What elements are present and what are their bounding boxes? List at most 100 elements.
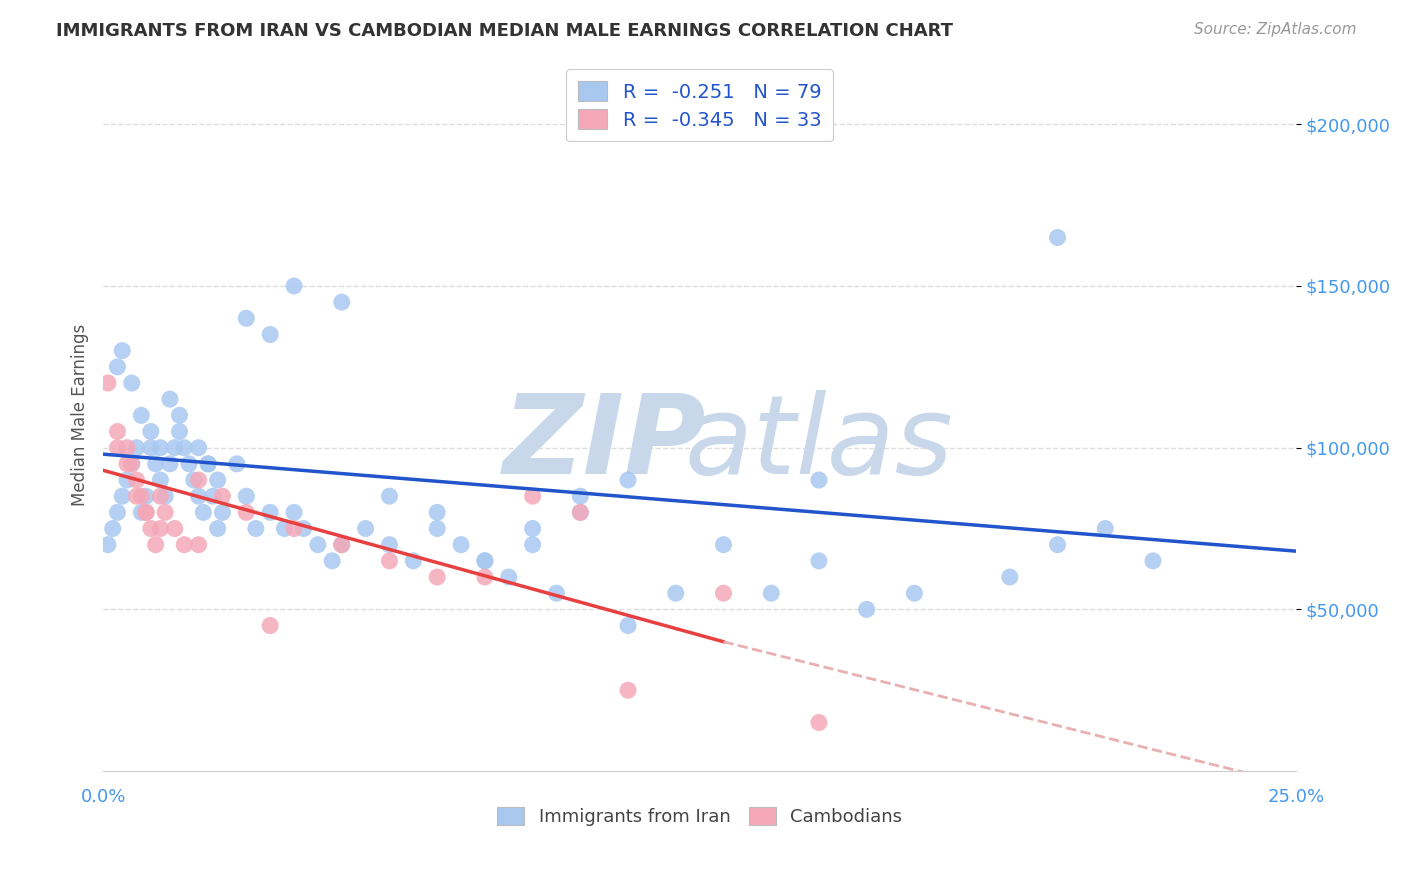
- Point: [139, 441, 162, 455]
- Point: [131, 409, 153, 423]
- Point: [125, 441, 148, 455]
- Point: [807, 473, 830, 487]
- Point: [292, 522, 315, 536]
- Point: [97, 376, 120, 390]
- Point: [713, 586, 735, 600]
- Point: [330, 538, 353, 552]
- Point: [498, 570, 520, 584]
- Point: [426, 570, 449, 584]
- Point: [125, 473, 148, 487]
- Point: [169, 409, 191, 423]
- Point: [111, 489, 134, 503]
- Point: [1142, 554, 1164, 568]
- Text: Source: ZipAtlas.com: Source: ZipAtlas.com: [1194, 22, 1357, 37]
- Point: [713, 538, 735, 552]
- Point: [177, 457, 200, 471]
- Point: [354, 522, 377, 536]
- Point: [617, 683, 640, 698]
- Point: [173, 441, 195, 455]
- Point: [426, 522, 449, 536]
- Point: [522, 489, 544, 503]
- Point: [107, 425, 129, 439]
- Point: [807, 715, 830, 730]
- Point: [522, 538, 544, 552]
- Point: [131, 489, 153, 503]
- Point: [474, 554, 496, 568]
- Point: [235, 311, 257, 326]
- Point: [135, 489, 157, 503]
- Y-axis label: Median Male Earnings: Median Male Earnings: [72, 324, 89, 507]
- Text: 25.0%: 25.0%: [1268, 788, 1324, 805]
- Point: [149, 441, 172, 455]
- Point: [283, 522, 305, 536]
- Point: [201, 489, 224, 503]
- Point: [402, 554, 425, 568]
- Point: [187, 441, 209, 455]
- Point: [107, 359, 129, 374]
- Point: [121, 457, 143, 471]
- Point: [761, 586, 783, 600]
- Point: [903, 586, 925, 600]
- Point: [173, 538, 195, 552]
- Point: [245, 522, 267, 536]
- Point: [207, 522, 229, 536]
- Point: [187, 473, 209, 487]
- Text: 0.0%: 0.0%: [80, 788, 125, 805]
- Point: [225, 457, 247, 471]
- Point: [101, 522, 124, 536]
- Point: [145, 538, 167, 552]
- Legend: R =  -0.251   N = 79, R =  -0.345   N = 33: R = -0.251 N = 79, R = -0.345 N = 33: [567, 70, 832, 142]
- Point: [665, 586, 688, 600]
- Point: [115, 441, 138, 455]
- Point: [522, 522, 544, 536]
- Point: [149, 489, 172, 503]
- Point: [107, 505, 129, 519]
- Point: [546, 586, 568, 600]
- Point: [149, 522, 172, 536]
- Point: [855, 602, 877, 616]
- Point: [378, 538, 401, 552]
- Point: [211, 505, 233, 519]
- Point: [617, 473, 640, 487]
- Point: [1094, 522, 1116, 536]
- Point: [211, 489, 233, 503]
- Point: [1046, 230, 1069, 244]
- Text: atlas: atlas: [685, 391, 953, 498]
- Point: [115, 473, 138, 487]
- Point: [569, 505, 592, 519]
- Point: [163, 441, 186, 455]
- Text: ZIP: ZIP: [502, 391, 706, 498]
- Point: [569, 489, 592, 503]
- Point: [378, 489, 401, 503]
- Point: [197, 457, 219, 471]
- Point: [159, 392, 181, 407]
- Text: IMMIGRANTS FROM IRAN VS CAMBODIAN MEDIAN MALE EARNINGS CORRELATION CHART: IMMIGRANTS FROM IRAN VS CAMBODIAN MEDIAN…: [56, 22, 953, 40]
- Point: [153, 505, 176, 519]
- Point: [807, 554, 830, 568]
- Point: [107, 441, 129, 455]
- Point: [330, 295, 353, 310]
- Point: [183, 473, 205, 487]
- Point: [131, 505, 153, 519]
- Point: [153, 489, 176, 503]
- Point: [998, 570, 1021, 584]
- Point: [187, 538, 209, 552]
- Point: [163, 522, 186, 536]
- Point: [121, 376, 143, 390]
- Point: [321, 554, 343, 568]
- Point: [307, 538, 329, 552]
- Point: [207, 473, 229, 487]
- Point: [259, 618, 281, 632]
- Point: [617, 618, 640, 632]
- Point: [149, 473, 172, 487]
- Point: [426, 505, 449, 519]
- Point: [187, 489, 209, 503]
- Point: [330, 538, 353, 552]
- Point: [197, 457, 219, 471]
- Point: [135, 505, 157, 519]
- Point: [169, 425, 191, 439]
- Point: [283, 505, 305, 519]
- Point: [111, 343, 134, 358]
- Point: [273, 522, 295, 536]
- Point: [474, 570, 496, 584]
